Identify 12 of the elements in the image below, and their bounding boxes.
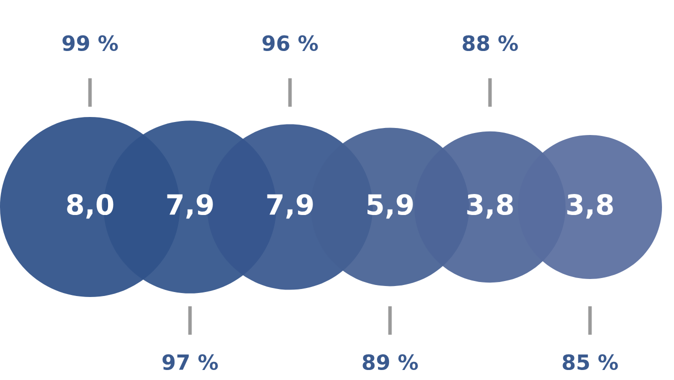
data-label: 3,8 bbox=[467, 194, 513, 219]
text: 97 % bbox=[162, 354, 218, 370]
text: 88 % bbox=[462, 35, 518, 52]
data-label: 3,8 bbox=[567, 194, 613, 219]
text: 96 % bbox=[262, 35, 318, 52]
text: 89 % bbox=[362, 354, 418, 370]
text: 85 % bbox=[562, 354, 618, 370]
data-label: 8,0 bbox=[67, 194, 114, 219]
data-label: 7,9 bbox=[167, 194, 213, 219]
data-label: 5,9 bbox=[368, 194, 413, 219]
data-label: 7,9 bbox=[267, 194, 313, 219]
text: 99 % bbox=[62, 35, 118, 52]
